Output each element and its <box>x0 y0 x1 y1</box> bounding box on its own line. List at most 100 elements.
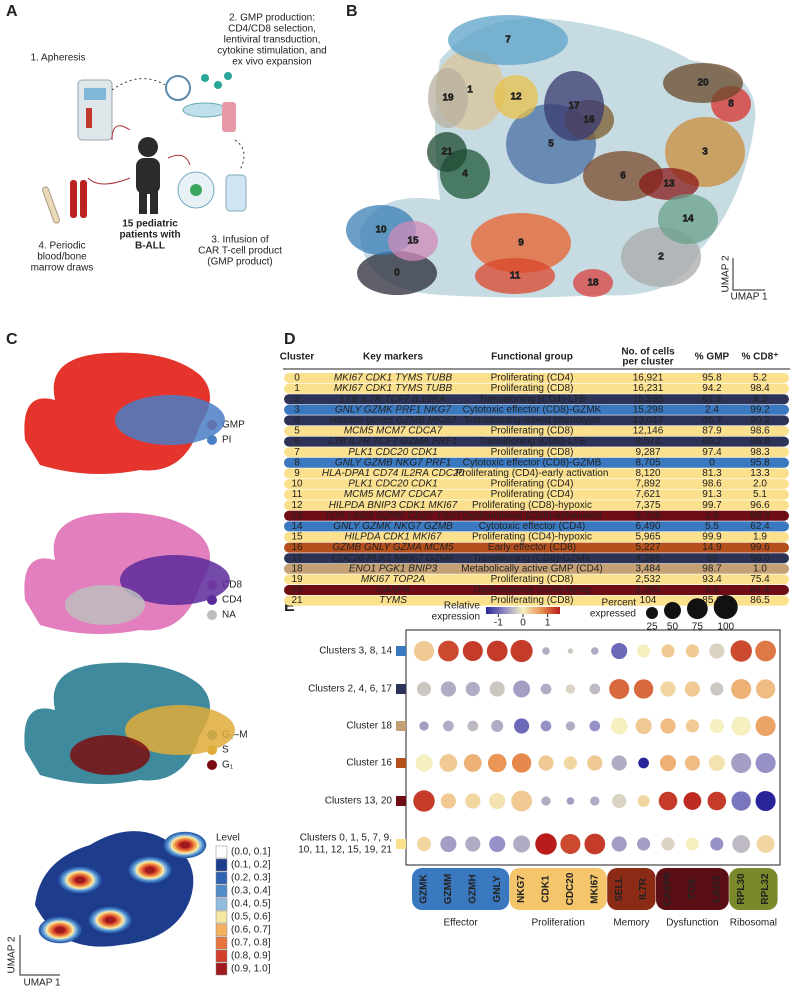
step-label: lentiviral transduction, <box>224 35 321 46</box>
table-row <box>284 521 789 532</box>
legend-swatch <box>215 897 228 911</box>
table-cell: HILPDA CDK1 MKI67 <box>345 532 442 543</box>
legend-label: (0.8, 0.9] <box>231 951 271 962</box>
table-cell: 98.3 <box>750 447 770 458</box>
dot <box>709 643 725 659</box>
table-row <box>284 553 789 564</box>
dot <box>510 639 533 663</box>
infusion-icon <box>177 171 247 212</box>
dot <box>755 679 776 699</box>
cluster-label: 13 <box>663 179 675 190</box>
table-cell: 1.0 <box>753 563 767 574</box>
gene-label: SELL <box>614 876 625 902</box>
table-cell: 0 <box>294 373 300 384</box>
table-cell: Proliferating (CD4)-early activation <box>456 468 609 479</box>
cluster-label: 1 <box>467 85 473 96</box>
dot <box>659 754 677 772</box>
gene-label: IL7R <box>638 877 649 899</box>
dot <box>467 720 479 732</box>
dot <box>415 754 433 772</box>
table-cell: 2.0 <box>753 479 767 490</box>
legend-swatch <box>215 884 228 898</box>
table-cell: PLK1 CDC20 CDK1 <box>348 479 437 490</box>
legend-label: G₂–M <box>222 730 248 741</box>
table-header: No. of cells <box>621 347 675 358</box>
row-swatch <box>396 796 406 806</box>
table-cell: 16,921 <box>633 373 664 384</box>
table-cell: 99.3 <box>750 510 770 521</box>
group-label: Ribosomal <box>730 918 777 929</box>
dot <box>565 684 576 694</box>
table-cell: 16 <box>291 542 303 553</box>
table-cell: 8 <box>294 457 300 468</box>
table-cell: Proliferating (CD8) <box>491 426 574 437</box>
step-label: marrow draws <box>31 263 94 274</box>
machine-bag <box>86 108 92 128</box>
patient-icon <box>136 137 160 214</box>
cluster-cloud <box>665 117 745 187</box>
dot <box>463 754 482 772</box>
table-cell: 104 <box>640 595 657 606</box>
legend-swatch <box>207 760 217 770</box>
dot <box>514 718 530 734</box>
cluster-label: 4 <box>462 169 468 180</box>
dot <box>587 755 603 771</box>
table-cell: 9,287 <box>635 447 660 458</box>
cluster-cloud <box>357 251 437 295</box>
table-row <box>284 585 789 595</box>
dot <box>511 790 532 812</box>
umap-region <box>125 705 235 755</box>
umap-region <box>120 555 230 605</box>
dot <box>491 720 504 732</box>
cluster-cloud <box>428 68 468 128</box>
dot <box>486 640 508 662</box>
table-cell: 5,965 <box>635 532 660 543</box>
legend-label: (0.3, 0.4] <box>231 886 271 897</box>
patients-label: B-ALL <box>135 241 165 252</box>
dot <box>465 681 480 697</box>
table-header: Key markers <box>363 352 423 363</box>
legend-label: (0.5, 0.6] <box>231 912 271 923</box>
cluster-cloud <box>663 63 743 103</box>
table-cell: Proliferating (CD8) <box>491 383 574 394</box>
cluster-label: 8 <box>728 99 734 110</box>
table-cell: 5.2 <box>753 373 767 384</box>
table-cell: MCM5 MCM7 CDCA7 <box>344 426 443 437</box>
size-key-label: 75 <box>692 622 704 633</box>
cluster-cloud <box>388 221 438 261</box>
table-row <box>284 563 789 574</box>
dot <box>612 793 627 809</box>
legend-swatch <box>215 923 228 937</box>
dot <box>413 790 435 812</box>
plot-frame <box>405 629 781 866</box>
table-cell: Metabolically active GMP (CD4) <box>461 563 603 574</box>
umap-region <box>65 585 145 625</box>
dot <box>589 683 601 695</box>
dot <box>611 642 628 660</box>
dot <box>440 793 456 809</box>
legend-swatch <box>207 435 217 445</box>
dot <box>560 833 581 855</box>
table-cell: 16,231 <box>633 383 664 394</box>
torso <box>136 158 160 194</box>
dot <box>439 754 458 772</box>
group-label: Effector <box>443 918 478 929</box>
table-cell: 4 <box>294 415 300 426</box>
dot <box>541 796 551 806</box>
size-key <box>713 595 738 619</box>
dot <box>462 640 483 662</box>
dot <box>610 717 628 735</box>
size-key-label: 50 <box>667 622 679 633</box>
table-row <box>284 383 789 394</box>
table-cell: 90.2 <box>750 415 770 426</box>
table-cell: LTB IL7R TCF7 GZMA PRF1 <box>329 436 458 447</box>
dot <box>611 755 627 771</box>
cluster-label: 16 <box>583 115 595 126</box>
dot <box>661 644 675 658</box>
panel-letter: C <box>6 331 18 348</box>
table-cell: 21 <box>291 595 303 606</box>
dot <box>658 791 678 811</box>
table-cell: 95.8 <box>702 373 722 384</box>
table-cell: 98.7 <box>702 563 722 574</box>
row-label: Clusters 2, 4, 6, 17 <box>308 684 392 695</box>
